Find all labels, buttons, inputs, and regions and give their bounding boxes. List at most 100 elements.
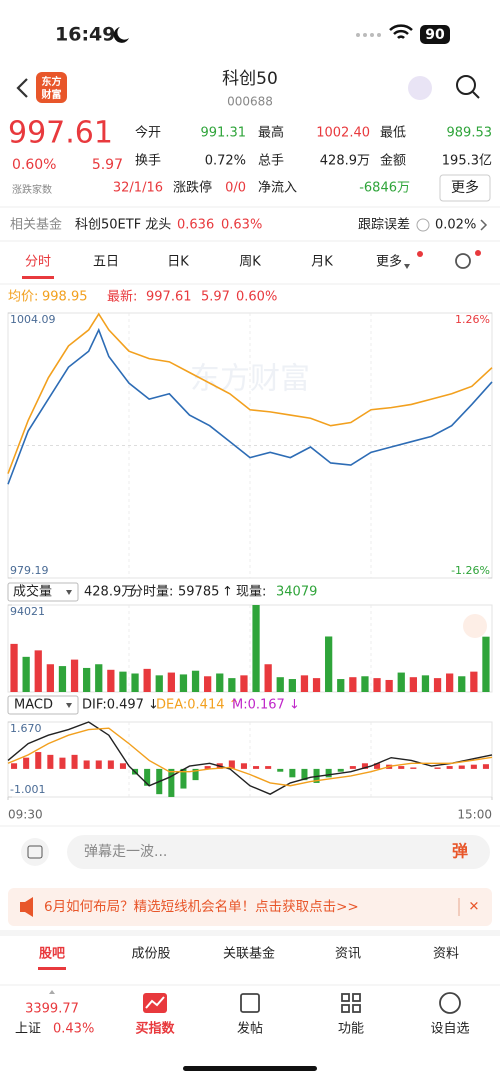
volume-bar — [10, 643, 18, 692]
banner-text[interactable]: 6月如何布局？精选短线机会名单！点击获取点击>> — [44, 899, 359, 915]
macd-bar — [59, 757, 66, 769]
macd-bar — [47, 754, 54, 769]
post-icon[interactable] — [240, 993, 260, 1013]
battery-level: 90 — [425, 27, 445, 43]
volume-selector[interactable] — [7, 582, 79, 602]
nav-label[interactable]: 买指数 — [135, 1021, 175, 1037]
code: 000688 — [227, 95, 273, 109]
tab[interactable]: 分时 — [25, 255, 51, 270]
macd-line — [7, 727, 493, 787]
macd-bar — [119, 763, 126, 769]
comment-placeholder[interactable]: 弹幕走一波... — [84, 844, 167, 860]
macd-bar — [144, 768, 151, 786]
x-tick-label: 09:30 — [8, 808, 43, 822]
macd-selector[interactable] — [7, 695, 79, 715]
y2-tick-label: 1.26% — [455, 313, 490, 326]
y-tick-label: 1.670 — [10, 722, 42, 735]
watchlist-icon[interactable] — [439, 992, 461, 1014]
home-indicator — [183, 1066, 317, 1071]
volume-bar — [276, 677, 284, 692]
macd-bar — [349, 766, 356, 769]
macd-bar — [71, 754, 78, 769]
volume-bar — [179, 674, 188, 692]
volume-bar — [58, 666, 67, 692]
nav-label[interactable]: 发帖 — [237, 1021, 263, 1037]
volume-bar — [349, 677, 357, 692]
tab[interactable]: 更多 — [376, 254, 402, 270]
expand-icon[interactable] — [463, 614, 487, 638]
price: 997.61 — [8, 116, 113, 151]
volume-bar — [191, 670, 200, 692]
index-pct: 0.43% — [53, 1022, 94, 1037]
volume-bar — [325, 636, 333, 692]
title: 科创50 — [222, 69, 278, 89]
settings-icon[interactable] — [455, 253, 471, 269]
volume-bar — [240, 675, 248, 692]
help-icon[interactable] — [416, 218, 430, 232]
tab[interactable]: 日K — [167, 255, 189, 270]
macd-label[interactable]: MACD — [14, 698, 53, 713]
avatar-icon[interactable] — [408, 76, 432, 100]
volume-label[interactable]: 成交量 — [13, 584, 52, 600]
stat-label: 最高 — [258, 125, 284, 141]
legend-value: 5.97 — [201, 290, 230, 305]
volume-bar — [46, 664, 54, 692]
legend-value: 998.95 — [42, 290, 88, 305]
tab[interactable]: 周K — [239, 255, 261, 270]
macd-bar — [180, 768, 187, 789]
stat-value: 0.72% — [205, 154, 246, 169]
danmaku-icon[interactable]: 弹 — [452, 842, 468, 861]
volume-bar — [300, 675, 309, 692]
function-icon[interactable] — [341, 993, 361, 1013]
section-tab[interactable]: 关联基金 — [223, 946, 275, 962]
more-button[interactable] — [439, 174, 491, 202]
macd-bar — [83, 760, 90, 769]
macd-bar — [301, 768, 308, 781]
logo-text: 东方 — [42, 75, 62, 88]
volume-bar — [119, 671, 127, 692]
search-icon[interactable] — [456, 75, 476, 95]
tab-indicator — [22, 276, 54, 279]
tab[interactable]: 五日 — [93, 255, 119, 270]
section-tab[interactable]: 资料 — [433, 947, 459, 962]
more-button-text[interactable]: 更多 — [451, 179, 479, 196]
banner-close[interactable]: ✕ — [469, 900, 480, 915]
volume-bar — [433, 678, 442, 692]
volume-bar — [167, 672, 175, 692]
danmaku-toggle[interactable] — [21, 838, 49, 866]
section-tab[interactable]: 股吧 — [39, 947, 65, 962]
tab[interactable]: 月K — [311, 255, 333, 270]
breadth: 32/1/16 — [113, 181, 163, 196]
macd-bar — [204, 766, 211, 769]
logo — [36, 72, 67, 103]
back-button[interactable] — [16, 78, 28, 98]
macd-bar — [325, 768, 332, 778]
volume-bar — [482, 636, 490, 692]
clock: 16:49 — [55, 24, 115, 46]
battery — [420, 25, 450, 44]
volume-bar — [95, 664, 103, 692]
section-tab[interactable]: 成份股 — [131, 947, 170, 962]
volume-arrow: ↑ — [222, 585, 233, 600]
stat-value: 991.31 — [201, 126, 247, 141]
volume-bar — [70, 659, 79, 692]
fund-name[interactable]: 科创50ETF 龙头 — [75, 218, 171, 233]
section-tab[interactable]: 资讯 — [335, 947, 361, 962]
volume-bar — [373, 678, 381, 692]
stat-value: 0/0 — [225, 181, 246, 196]
m-label: M:0.167 ↓ — [232, 698, 300, 713]
nav-label[interactable]: 设自选 — [430, 1022, 469, 1037]
price-line — [7, 312, 493, 474]
chevron — [480, 219, 488, 231]
y-tick-label: 94021 — [10, 605, 45, 618]
comment-input[interactable] — [67, 835, 490, 869]
nav-label[interactable]: 功能 — [338, 1022, 364, 1037]
volume-bar — [143, 668, 151, 692]
volume-bar — [264, 664, 272, 692]
volume-bar — [385, 679, 393, 692]
banner[interactable] — [8, 888, 492, 926]
stat-label: 总手 — [258, 154, 284, 169]
macd-bar — [228, 760, 235, 769]
dif-label: DIF:0.497 ↓ — [82, 698, 159, 713]
